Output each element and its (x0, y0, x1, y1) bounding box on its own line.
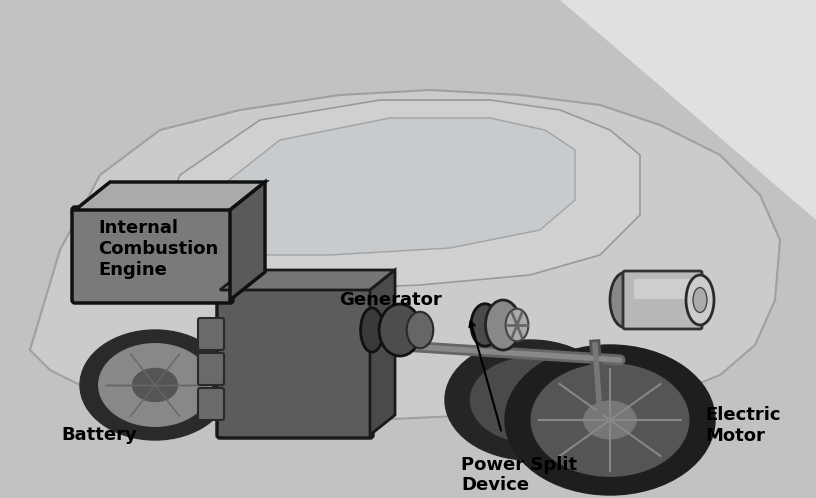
FancyBboxPatch shape (623, 271, 702, 329)
Ellipse shape (693, 287, 707, 313)
Ellipse shape (471, 304, 499, 346)
FancyBboxPatch shape (198, 318, 224, 350)
Polygon shape (160, 100, 640, 290)
Polygon shape (30, 90, 780, 420)
FancyBboxPatch shape (217, 287, 373, 438)
Ellipse shape (505, 345, 715, 495)
Ellipse shape (406, 312, 433, 348)
Ellipse shape (445, 340, 615, 460)
Text: Generator: Generator (339, 291, 441, 309)
FancyBboxPatch shape (72, 207, 233, 303)
Ellipse shape (132, 369, 178, 401)
Ellipse shape (531, 364, 689, 476)
Polygon shape (230, 182, 265, 300)
Ellipse shape (506, 309, 529, 341)
Polygon shape (220, 270, 395, 290)
FancyBboxPatch shape (198, 353, 224, 385)
Ellipse shape (361, 308, 384, 352)
Ellipse shape (80, 330, 230, 440)
Text: Internal
Combustion
Engine: Internal Combustion Engine (98, 219, 218, 279)
Ellipse shape (686, 275, 714, 325)
FancyBboxPatch shape (634, 279, 691, 299)
Ellipse shape (486, 300, 521, 350)
Polygon shape (380, 0, 816, 220)
Text: Electric
Motor: Electric Motor (706, 406, 782, 445)
Ellipse shape (99, 344, 211, 426)
Ellipse shape (471, 358, 589, 442)
Ellipse shape (610, 272, 640, 328)
FancyBboxPatch shape (198, 388, 224, 420)
Polygon shape (370, 270, 395, 435)
Text: Battery: Battery (61, 426, 137, 444)
Ellipse shape (583, 401, 636, 439)
Polygon shape (75, 182, 265, 210)
Text: Power Split
Device: Power Split Device (461, 456, 577, 495)
Ellipse shape (379, 304, 421, 356)
Polygon shape (205, 118, 575, 255)
